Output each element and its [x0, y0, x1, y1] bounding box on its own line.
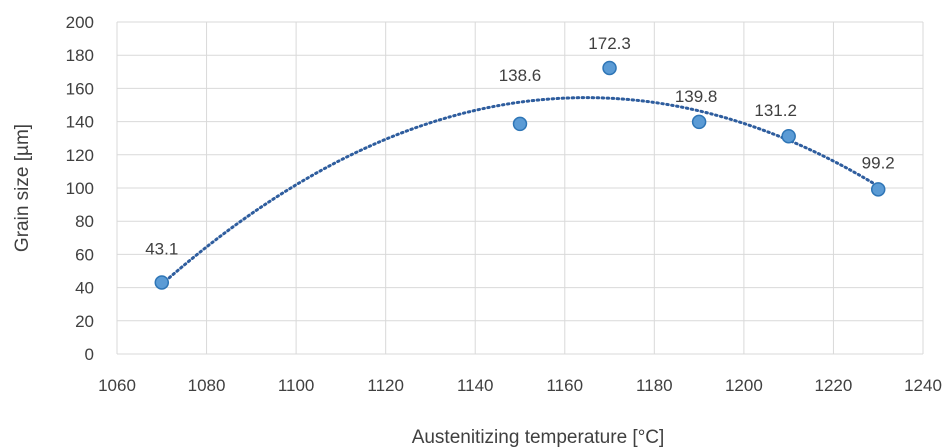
y-axis-ticks: 0 20 40 60 80 100 120 140 160 180 200	[66, 13, 94, 364]
data-point-4	[781, 128, 796, 144]
y-tick-label-2: 40	[75, 279, 94, 298]
data-point-5	[870, 182, 886, 197]
data-label-5: 99.2	[862, 153, 895, 172]
data-label-0: 43.1	[145, 239, 178, 258]
y-tick-label-6: 120	[66, 146, 94, 165]
data-point-3	[691, 114, 707, 130]
x-tick-label-8: 1220	[815, 376, 853, 395]
data-label-2: 172.3	[588, 34, 631, 53]
y-tick-label-3: 60	[75, 245, 94, 264]
data-point-2	[602, 60, 617, 76]
y-tick-label-8: 160	[66, 79, 94, 98]
y-tick-label-10: 200	[66, 13, 94, 32]
x-tick-label-6: 1180	[636, 376, 673, 395]
data-label-1: 138.6	[499, 66, 542, 85]
x-tick-label-2: 1100	[278, 376, 315, 395]
data-label-4: 131.2	[754, 101, 797, 120]
y-tick-label-1: 20	[75, 312, 94, 331]
y-tick-label-0: 0	[85, 345, 94, 364]
x-tick-label-7: 1200	[725, 376, 763, 395]
data-point-1	[512, 116, 528, 132]
y-tick-label-4: 80	[75, 212, 94, 231]
data-points	[154, 60, 886, 290]
data-labels: 43.1 138.6 172.3 139.8 131.2 99.2	[145, 34, 895, 258]
x-tick-label-1: 1080	[188, 376, 226, 395]
y-tick-label-7: 140	[66, 113, 94, 132]
x-tick-label-9: 1240	[904, 376, 942, 395]
x-axis-ticks: 1060 1080 1100 1120 1140 1160 1180 1200 1220 1240	[98, 376, 942, 395]
grid	[116, 21, 924, 355]
x-tick-label-0: 1060	[98, 376, 136, 395]
x-tick-label-5: 1160	[546, 376, 583, 395]
x-axis-title: Austenitizing temperature [°C]	[412, 427, 665, 448]
y-tick-label-5: 100	[66, 179, 94, 198]
data-point-0	[154, 275, 170, 290]
data-label-3: 139.8	[675, 87, 718, 106]
y-tick-label-9: 180	[66, 46, 94, 65]
trendline	[160, 96, 880, 286]
x-tick-label-3: 1120	[367, 376, 404, 395]
y-axis-title: Grain size [µm]	[12, 124, 33, 252]
x-tick-label-4: 1140	[457, 376, 494, 395]
